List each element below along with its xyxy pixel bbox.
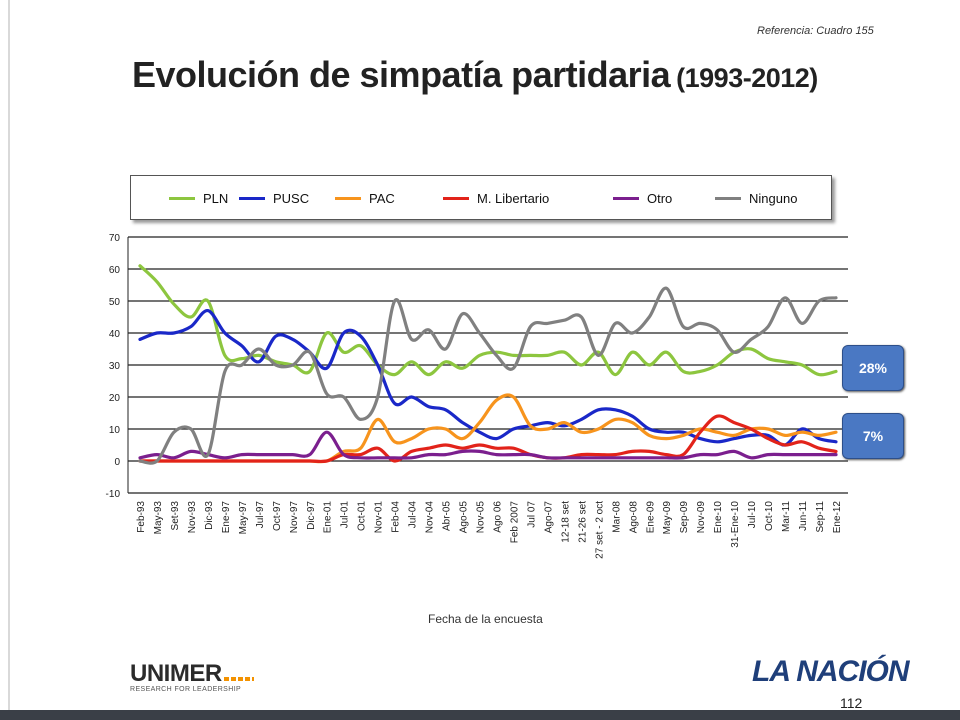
x-tick-label: Ene-01 [323, 501, 334, 534]
legend-label: PAC [369, 190, 395, 206]
x-tick-label: Jul-10 [747, 501, 758, 529]
x-tick-label: Oct-10 [764, 501, 775, 531]
unimer-tagline: RESEARCH FOR LEADERSHIP [130, 686, 242, 693]
legend-swatch [443, 196, 469, 200]
x-tick-label: Sep-09 [679, 501, 690, 534]
y-tick-label: 40 [109, 329, 121, 340]
x-tick-label: Ene-10 [713, 501, 724, 534]
x-tick-label: Mar-08 [611, 501, 622, 533]
y-tick-label: 20 [109, 393, 121, 404]
x-tick-label: Oct-01 [357, 501, 368, 531]
legend-label: Otro [647, 190, 673, 206]
unimer-dots-icon [223, 677, 254, 681]
y-tick-label: -10 [106, 489, 121, 500]
legend-label: PUSC [273, 190, 310, 206]
x-tick-label: Ago 06 [492, 501, 503, 533]
legend-item: PLN [169, 190, 228, 206]
x-tick-label: 27 set - 2 oct [594, 501, 605, 559]
legend-label: PLN [203, 190, 229, 206]
page-number: 112 [840, 695, 863, 711]
chart-legend: PLN PUSC PAC M. Libertario Otro Ninguno [130, 175, 832, 220]
legend-swatch [169, 196, 195, 200]
x-tick-label: Nov-97 [289, 501, 300, 534]
x-tick-label: May-93 [153, 501, 164, 535]
x-tick-label: Nov-05 [476, 501, 487, 534]
x-tick-label: May-97 [238, 501, 249, 535]
x-tick-label: Ene-09 [645, 501, 656, 534]
x-tick-label: Jun-11 [798, 501, 809, 531]
legend-item: M. Libertario [443, 190, 549, 206]
x-tick-label: Jul-01 [340, 501, 351, 529]
unimer-wordmark: UNIMER [130, 660, 222, 687]
x-tick-label: 21-26 set [577, 501, 588, 543]
series-line-ninguno [138, 286, 838, 465]
x-tick-label: Sep-11 [815, 501, 826, 533]
callout-pln-value: 28% [842, 345, 904, 391]
legend-item: PUSC [239, 190, 309, 206]
y-tick-label: 60 [109, 265, 121, 276]
y-tick-label: 30 [109, 361, 121, 372]
x-tick-label: Nov-01 [374, 501, 385, 534]
x-tick-label: Nov-04 [425, 501, 436, 534]
bottom-bar [0, 710, 960, 720]
x-tick-label: Dic-97 [306, 501, 317, 530]
callout-pusc-value: 7% [842, 413, 904, 459]
x-tick-label: Set-93 [170, 501, 181, 531]
legend-swatch [335, 196, 361, 200]
la-nacion-logo: LA NACIÓN [752, 655, 910, 688]
y-tick-label: 10 [109, 425, 121, 436]
series-line-otro [138, 430, 838, 460]
title-text: Evolución de simpatía partidaria [132, 54, 671, 95]
x-tick-label: Jul-97 [255, 501, 266, 529]
title-years: (1993-2012) [676, 63, 818, 93]
x-tick-label: May-09 [662, 501, 673, 535]
x-tick-label: Dic-93 [204, 501, 215, 530]
legend-swatch [239, 196, 265, 200]
series-line-pln [138, 264, 838, 377]
x-tick-label: Ene-12 [832, 501, 843, 534]
x-axis-label: Fecha de la encuesta [428, 612, 543, 626]
x-tick-label: Oct-97 [272, 501, 283, 531]
x-tick-label: Jul-04 [408, 501, 419, 529]
x-tick-label: Feb-93 [136, 501, 147, 533]
x-tick-label: Ene-97 [221, 501, 232, 534]
x-tick-label: Mar-11 [781, 501, 792, 532]
unimer-logo: UNIMER RESEARCH FOR LEADERSHIP [130, 660, 254, 693]
x-tick-label: Nov-09 [696, 501, 707, 534]
series-line-m-libertario [138, 414, 838, 464]
x-tick-label: 12-18 set [560, 501, 571, 543]
x-tick-label: Ago-08 [628, 501, 639, 534]
x-tick-label: Ago-05 [459, 501, 470, 534]
y-tick-label: 50 [109, 297, 121, 308]
x-tick-label: Jul 07 [526, 501, 537, 528]
y-tick-label: 0 [114, 457, 120, 468]
page-title: Evolución de simpatía partidaria (1993-20… [132, 54, 818, 96]
x-tick-label: Feb-04 [391, 501, 402, 533]
series-line-pusc [138, 309, 838, 447]
x-tick-label: Feb 2007 [509, 501, 520, 544]
legend-label: M. Libertario [477, 190, 550, 206]
y-tick-label: 70 [109, 233, 121, 244]
legend-label: Ninguno [749, 190, 798, 206]
legend-item: Otro [613, 190, 672, 206]
x-tick-label: Ago-07 [543, 501, 554, 534]
legend-item: Ninguno [715, 190, 797, 206]
legend-swatch [613, 196, 639, 200]
x-tick-label: Nov-93 [187, 501, 198, 534]
x-tick-label: 31-Ene-10 [730, 501, 741, 548]
reference-note: Referencia: Cuadro 155 [757, 25, 874, 37]
x-tick-label: Abr-05 [442, 501, 453, 531]
legend-item: PAC [335, 190, 395, 206]
legend-swatch [715, 196, 741, 200]
